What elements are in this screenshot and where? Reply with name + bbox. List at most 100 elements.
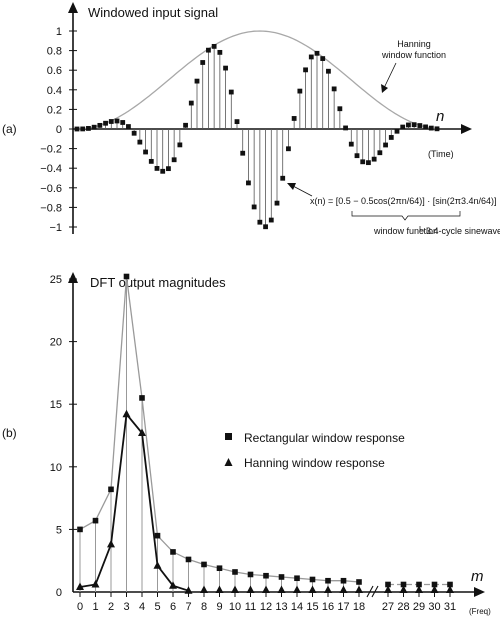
hann-marker [262,585,270,593]
signal-sample [297,88,303,94]
panel-b-x-tick-label: 7 [185,601,191,613]
hanning-pointer [383,62,397,89]
signal-sample [337,106,343,112]
panel-b-x-tick-label: 4 [139,601,145,613]
signal-sample [411,122,417,128]
panel-a-y-tick-label: 1 [56,26,62,38]
signal-sample [257,219,263,225]
panel-a-y-tick-label: 0.4 [47,85,62,97]
signal-sample [331,86,337,92]
signal-sample [354,153,360,159]
rect-marker [247,571,254,578]
panel-b-x-tick-label: 6 [170,601,176,613]
signal-sample [166,166,171,172]
panel-b-x-tick-label: 8 [201,601,207,613]
hann-marker [293,585,301,593]
panel-b-y-tick-label: 25 [50,274,62,286]
signal-sample [154,166,160,171]
rect-marker [340,577,347,584]
signal-sample [400,124,406,130]
panel-b-x-tick-label: 5 [154,601,160,613]
signal-sample [320,56,326,61]
signal-sample [377,150,383,156]
signal-sample [286,146,291,152]
panel-a-x-arrow [461,124,472,134]
panel-a-y-tick-label: 0.8 [47,46,62,58]
signal-sample [217,49,223,55]
dft-markers [76,273,454,594]
signal-sample [366,160,371,166]
panel-b-label: (b) [2,426,17,440]
signal-sample [177,142,183,148]
equation: x(n) = [0.5 − 0.5cos(2πn/64)] · [sin(2π3… [310,196,497,206]
signal-sample [211,43,217,49]
signal-sample [188,100,194,106]
signal-sample [131,130,137,136]
rect-marker [77,526,83,533]
panel-a-y-tick-label: −0.2 [40,144,62,156]
hann-marker [76,582,84,590]
panel-b-x-tick-label: 28 [397,601,409,613]
rect-series-line [79,276,360,583]
hann-marker [169,581,177,589]
hann-marker [231,585,239,593]
signal-sample [108,119,114,124]
panel-a-y-tick-label: −0.4 [40,163,62,175]
panel-b-x-tick-label: 18 [353,601,365,613]
signal-sample [303,67,308,73]
signal-sample [291,116,297,121]
rect-marker [108,486,114,493]
rect-marker [92,517,99,524]
hann-marker [122,409,131,418]
rect-marker [447,581,453,588]
signal-sample [274,200,280,206]
rect-marker [416,581,422,588]
panel-b-title: DFT output magnitudes [90,275,226,290]
signal-sample [388,135,394,140]
panel-b-xlabel-sub: (Freq) [469,607,491,616]
hann-marker [215,585,224,593]
panel-a-y-arrow [68,2,78,13]
panel-b-x-tick-label: 1 [92,601,98,613]
signal-sample [148,158,154,164]
panel-a-y-ticks: 1 0.8 0.6 0.4 0.2 0 −0.2 −0.4 −0.6 −0.8 −1 [40,26,77,234]
signal-sample [206,47,211,53]
signal-sample [74,126,80,132]
rect-marker [431,581,438,588]
axis-break-left [366,585,374,598]
hann-marker [355,585,363,593]
panel-b-y-ticks: 25 20 15 10 5 0 [50,274,77,599]
hann-marker [138,428,146,436]
panel-b-xlabel: m [471,568,484,585]
panel-b-x-tick-label: 9 [216,601,222,613]
signal-sample [228,89,234,95]
hann-marker [246,585,255,593]
legend-rect-marker [225,433,232,440]
hann-marker [107,539,115,548]
rect-marker [294,575,300,582]
hann-marker [430,585,439,593]
rect-marker [185,556,192,563]
panel-b-x-tick-label: 27 [382,601,394,613]
signal-sample [360,159,366,165]
axis-break-right [371,585,379,598]
signal-sample [183,122,188,128]
signal-sample [394,128,400,134]
panel-b-x-tick-label: 15 [306,601,318,613]
panel-b-y-tick-label: 15 [50,399,62,411]
panel-a-xlabel: n [436,108,444,125]
panel-b-x-tick-label: 11 [245,601,256,613]
hann-marker [153,561,162,569]
rect-marker [154,532,161,539]
signal-sample [97,122,103,128]
signal-sample [240,150,246,156]
signal-sample [103,120,108,126]
signal-samples [74,43,440,230]
hanning-label-2: window function [381,50,446,60]
hann-marker [277,585,286,593]
signal-sample [263,224,268,230]
hann-marker [339,585,348,593]
hann-marker [324,585,332,593]
hanning-pointer-head [381,84,388,93]
signal-sample [308,54,314,60]
